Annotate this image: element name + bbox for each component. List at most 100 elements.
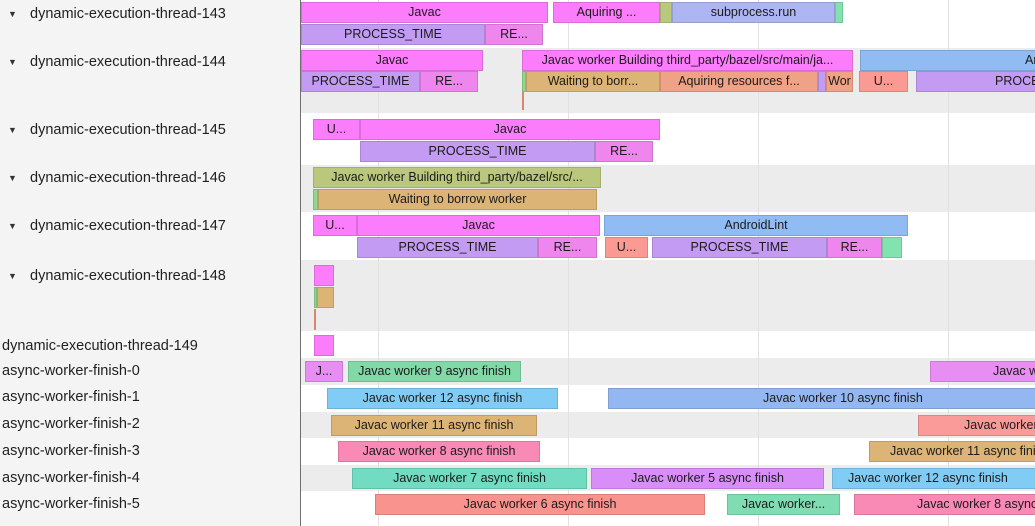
slice-label: Javac worker...: [741, 497, 826, 511]
trace-slice-javac-worker-[interactable]: Javac worker...: [918, 415, 1035, 436]
slice-label: Aquiring resources f...: [678, 74, 800, 88]
slice-label: RE...: [840, 240, 869, 254]
track-label: async-worker-finish-4: [2, 470, 140, 486]
trace-slice-javac[interactable]: Javac: [360, 119, 660, 140]
slice-label: AndroidLint: [724, 218, 788, 232]
trace-slice[interactable]: [818, 71, 826, 92]
track-label: dynamic-execution-thread-147: [30, 218, 226, 234]
trace-slice-javac-worker-building-third-party-bazel-src-[interactable]: Javac worker Building third_party/bazel/…: [313, 167, 601, 188]
trace-slice-u-[interactable]: U...: [859, 71, 908, 92]
trace-slice-waiting-to-borrow-worker[interactable]: Waiting to borrow worker: [318, 189, 597, 210]
slice-label: PROCESS_TIME: [311, 74, 410, 88]
collapse-arrow-icon[interactable]: ▼: [8, 173, 17, 183]
track-row-async-worker-finish-4[interactable]: async-worker-finish-4: [0, 469, 300, 487]
trace-slice-javac-worker-9-async-finish[interactable]: Javac worker 9 async finish: [348, 361, 521, 382]
track-row-async-worker-finish-1[interactable]: async-worker-finish-1: [0, 388, 300, 406]
trace-slice-re-[interactable]: RE...: [827, 237, 882, 258]
slice-label: Javac worker 5 async finish: [631, 471, 784, 485]
row-band: [301, 260, 1035, 331]
trace-slice-javac-worker-12-async-finish[interactable]: Javac worker 12 async finish: [832, 468, 1035, 489]
trace-slice-aquiring-resources-f-[interactable]: Aquiring resources f...: [660, 71, 818, 92]
track-row-dynamic-execution-thread-146[interactable]: ▼ dynamic-execution-thread-146: [0, 169, 300, 187]
trace-slice-re-[interactable]: RE...: [420, 71, 478, 92]
trace-slice-javac-worker-5-async-finish[interactable]: Javac worker 5 async finish: [591, 468, 824, 489]
trace-slice[interactable]: [882, 237, 902, 258]
slice-label: Javac worker 7 async finish: [393, 471, 546, 485]
collapse-arrow-icon[interactable]: ▼: [8, 9, 17, 19]
track-row-dynamic-execution-thread-149[interactable]: dynamic-execution-thread-149: [0, 337, 300, 355]
slice-label: RE...: [435, 74, 463, 88]
trace-slice-javac-worker-6-async-finish[interactable]: Javac worker 6 async finish: [375, 494, 705, 515]
collapse-arrow-icon[interactable]: ▼: [8, 57, 17, 67]
trace-slice-javac-worker-7-async-finish[interactable]: Javac worker 7 async finish: [352, 468, 587, 489]
trace-slice-process-time[interactable]: PROCESS_TIME: [301, 24, 485, 45]
trace-slice[interactable]: [313, 189, 318, 210]
collapse-arrow-icon[interactable]: ▼: [8, 271, 17, 281]
trace-slice-javac-worker-10-async-finish[interactable]: Javac worker 10 async finish: [608, 388, 1035, 409]
slice-label: U...: [873, 74, 894, 88]
track-row-async-worker-finish-0[interactable]: async-worker-finish-0: [0, 362, 300, 380]
track-row-dynamic-execution-thread-145[interactable]: ▼ dynamic-execution-thread-145: [0, 121, 300, 139]
track-label: async-worker-finish-3: [2, 443, 140, 459]
trace-slice[interactable]: [522, 92, 524, 110]
track-row-dynamic-execution-thread-148[interactable]: ▼ dynamic-execution-thread-148: [0, 267, 300, 285]
trace-slice-javac-worker-8-async-finish[interactable]: Javac worker 8 async finish: [854, 494, 1035, 515]
trace-slice[interactable]: [314, 265, 334, 286]
trace-slice-re-[interactable]: RE...: [485, 24, 543, 45]
slice-label: PROCESS_TIME: [398, 240, 497, 254]
trace-slice-process-time[interactable]: PROCESS_TIME: [301, 71, 420, 92]
trace-slice[interactable]: [317, 287, 334, 308]
track-row-dynamic-execution-thread-144[interactable]: ▼ dynamic-execution-thread-144: [0, 53, 300, 71]
trace-slice-wor[interactable]: Wor: [826, 71, 853, 92]
trace-slice-javac-worker-11-async-finish[interactable]: Javac worker 11 async finish: [331, 415, 537, 436]
trace-slice-javac[interactable]: Javac: [301, 50, 483, 71]
trace-slice-process-time[interactable]: PROCESS_TIME: [360, 141, 595, 162]
slice-label: Waiting to borrow worker: [388, 192, 527, 206]
slice-label: Javac worker 11 async finish: [890, 444, 1035, 458]
track-label: async-worker-finish-0: [2, 363, 140, 379]
slice-label: Javac worker 9 async finish: [358, 364, 511, 378]
trace-slice-process-time[interactable]: PROCESS_TIME: [652, 237, 827, 258]
trace-slice[interactable]: [314, 309, 316, 330]
trace-slice-u-[interactable]: U...: [605, 237, 648, 258]
slice-label: PROCESS_TIME: [428, 144, 527, 158]
collapse-arrow-icon[interactable]: ▼: [8, 221, 17, 231]
trace-slice-javac-worker-12-async-finish[interactable]: Javac worker 12 async finish: [327, 388, 558, 409]
trace-slice-javac[interactable]: Javac: [357, 215, 600, 236]
track-row-async-worker-finish-2[interactable]: async-worker-finish-2: [0, 415, 300, 433]
trace-slice-process-time[interactable]: PROCESS_TIME: [357, 237, 538, 258]
slice-label: Javac: [408, 5, 441, 19]
trace-slice-re-[interactable]: RE...: [595, 141, 653, 162]
slice-label: Aquiring ...: [576, 5, 637, 19]
trace-slice[interactable]: [835, 2, 843, 23]
slice-label: Javac: [375, 53, 409, 67]
trace-slice-process-time[interactable]: PROCESS_TIME: [916, 71, 1035, 92]
trace-slice-j-[interactable]: J...: [305, 361, 343, 382]
trace-slice[interactable]: [314, 287, 317, 308]
trace-slice-javac-w-[interactable]: Javac w...: [930, 361, 1035, 382]
trace-slice-androidlint[interactable]: AndroidLint: [860, 50, 1035, 71]
slice-label: RE...: [500, 27, 528, 41]
track-label: async-worker-finish-5: [2, 496, 140, 512]
trace-slice-javac-worker-11-async-finish[interactable]: Javac worker 11 async finish: [869, 441, 1035, 462]
trace-slice-waiting-to-borr-[interactable]: Waiting to borr...: [526, 71, 660, 92]
trace-slice-javac-worker-8-async-finish[interactable]: Javac worker 8 async finish: [338, 441, 540, 462]
trace-slice-javac-worker-building-third-party-bazel-src-main-ja-[interactable]: Javac worker Building third_party/bazel/…: [522, 50, 853, 71]
trace-slice-javac[interactable]: Javac: [301, 2, 548, 23]
trace-slice[interactable]: [660, 2, 672, 23]
trace-slice[interactable]: [522, 71, 526, 92]
trace-slice-re-[interactable]: RE...: [538, 237, 597, 258]
track-row-dynamic-execution-thread-147[interactable]: ▼ dynamic-execution-thread-147: [0, 217, 300, 235]
trace-slice-u-[interactable]: U...: [313, 215, 357, 236]
trace-slice[interactable]: [314, 335, 334, 356]
track-row-async-worker-finish-3[interactable]: async-worker-finish-3: [0, 442, 300, 460]
trace-slice-subprocess-run[interactable]: subprocess.run: [672, 2, 835, 23]
trace-slice-aquiring-[interactable]: Aquiring ...: [553, 2, 660, 23]
trace-slice-javac-worker-[interactable]: Javac worker...: [727, 494, 840, 515]
collapse-arrow-icon[interactable]: ▼: [8, 125, 17, 135]
track-row-dynamic-execution-thread-143[interactable]: ▼ dynamic-execution-thread-143: [0, 5, 300, 23]
track-row-async-worker-finish-5[interactable]: async-worker-finish-5: [0, 495, 300, 513]
trace-timeline[interactable]: Javac Aquiring ... subprocess.run PROCESS_T…: [301, 0, 1035, 526]
trace-slice-androidlint[interactable]: AndroidLint: [604, 215, 908, 236]
trace-slice-u-[interactable]: U...: [313, 119, 360, 140]
